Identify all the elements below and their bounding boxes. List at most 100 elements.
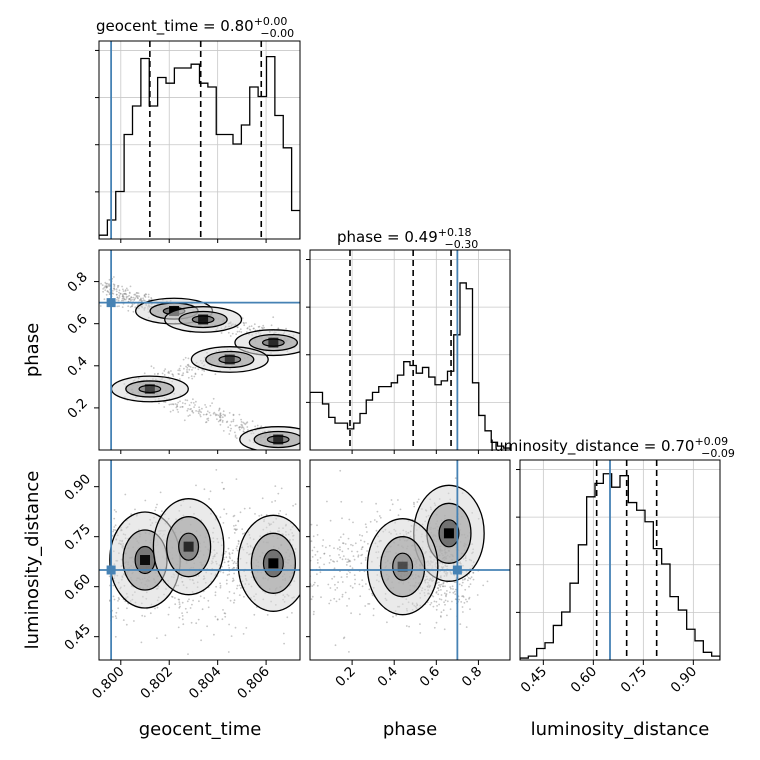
scatter-point xyxy=(232,562,235,565)
scatter-point xyxy=(251,420,254,423)
scatter-point xyxy=(344,591,347,594)
scatter-point xyxy=(329,554,331,557)
scatter-point xyxy=(486,580,489,583)
scatter-point xyxy=(341,593,344,596)
scatter-point xyxy=(132,296,135,299)
scatter-point xyxy=(435,591,438,593)
scatter-point xyxy=(227,560,230,563)
scatter-point xyxy=(347,547,350,550)
scatter-point xyxy=(190,375,193,378)
scatter-point xyxy=(198,600,200,603)
scatter-point xyxy=(209,414,212,417)
scatter-point xyxy=(233,528,236,530)
scatter-point xyxy=(372,607,375,610)
scatter-point xyxy=(338,539,340,541)
scatter-point xyxy=(103,286,106,289)
scatter-point xyxy=(205,421,208,423)
scatter-point xyxy=(359,613,361,616)
scatter-point xyxy=(416,501,419,503)
scatter-point xyxy=(437,593,440,596)
scatter-point xyxy=(219,416,222,419)
scatter-point xyxy=(171,403,174,405)
scatter-point xyxy=(156,373,159,375)
histogram-panel-geocent-time xyxy=(99,41,300,239)
scatter-point xyxy=(128,298,131,300)
scatter-point xyxy=(175,406,178,409)
scatter-point xyxy=(258,325,261,328)
scatter-point xyxy=(364,557,367,559)
scatter-point xyxy=(326,500,328,503)
scatter-point xyxy=(133,620,135,622)
scatter-point xyxy=(235,529,237,531)
scatter-point xyxy=(219,419,222,422)
xtick-label-phase: 0.6 xyxy=(417,664,444,691)
scatter-point xyxy=(316,550,319,553)
scatter-point xyxy=(122,619,125,621)
scatter-point xyxy=(235,478,238,480)
xtick-label-geocent-time: 0.802 xyxy=(137,664,176,703)
scatter-point xyxy=(136,295,139,297)
scatter-point xyxy=(195,400,197,403)
scatter-point xyxy=(260,514,263,517)
scatter-point xyxy=(386,621,388,624)
scatter-point xyxy=(128,298,131,300)
scatter-point xyxy=(347,537,350,540)
scatter-point xyxy=(461,606,464,608)
scatter-point xyxy=(240,426,243,429)
histogram-frame-phase xyxy=(309,249,511,451)
scatter-point xyxy=(433,600,436,603)
scatter-point xyxy=(206,625,209,628)
scatter-point xyxy=(187,653,189,655)
histogram-panel-phase xyxy=(310,250,510,450)
scatter-point xyxy=(199,595,202,598)
scatter-point xyxy=(236,545,239,548)
scatter-point xyxy=(239,511,242,514)
scatter-point xyxy=(107,291,110,294)
scatter-point xyxy=(338,554,340,556)
scatter-point xyxy=(454,477,457,479)
scatter-point xyxy=(237,663,239,665)
scatter-point xyxy=(198,406,201,409)
scatter-point xyxy=(246,327,249,329)
scatter-point xyxy=(432,595,435,598)
scatter-point xyxy=(118,296,121,298)
scatter-point xyxy=(452,588,454,590)
scatter-point xyxy=(313,610,315,613)
scatter-point xyxy=(172,375,175,377)
scatter-point xyxy=(128,292,131,294)
scatter-point xyxy=(354,578,356,581)
scatter-point xyxy=(129,298,132,301)
scatter-point xyxy=(139,298,142,301)
scatter-point xyxy=(450,587,452,590)
scatter-point xyxy=(465,598,467,601)
scatter-point xyxy=(135,294,138,297)
scatter-point xyxy=(246,421,249,424)
scatter-point xyxy=(122,297,125,299)
scatter-point xyxy=(108,575,111,578)
scatter-point xyxy=(359,595,362,598)
scatter-point xyxy=(257,326,260,328)
scatter-point xyxy=(113,517,116,520)
scatter-point xyxy=(134,293,137,296)
scatter-point xyxy=(311,556,314,558)
scatter-point xyxy=(136,292,139,294)
scatter-point xyxy=(236,528,238,531)
scatter-point xyxy=(114,529,117,531)
scatter-point xyxy=(349,560,352,563)
scatter-point xyxy=(100,282,102,285)
scatter-point xyxy=(242,430,245,433)
scatter-point xyxy=(215,469,218,471)
scatter-point xyxy=(130,296,133,298)
scatter-point xyxy=(142,297,145,300)
scatter-point xyxy=(167,370,170,373)
scatter-point xyxy=(472,572,475,574)
scatter-point xyxy=(351,586,354,589)
scatter-point xyxy=(138,295,141,298)
scatter-point xyxy=(182,374,184,376)
scatter-point xyxy=(482,584,485,587)
scatter-point xyxy=(121,293,124,296)
scatter-point xyxy=(105,286,108,289)
scatter-point xyxy=(316,573,318,576)
scatter-point xyxy=(358,583,361,586)
scatter-point xyxy=(112,292,115,295)
